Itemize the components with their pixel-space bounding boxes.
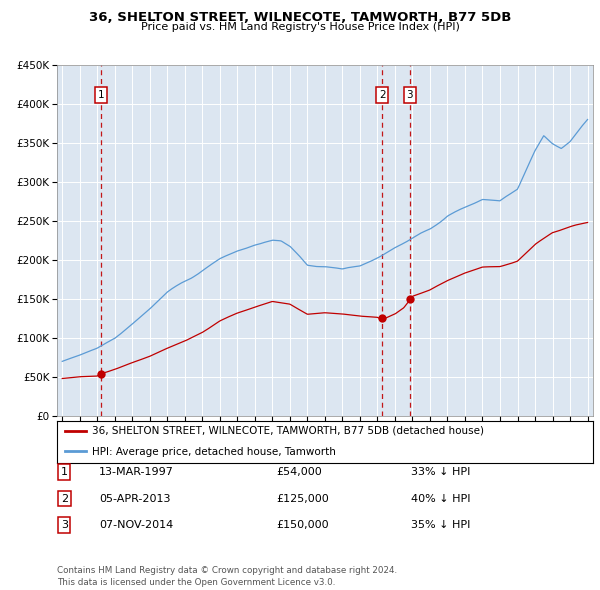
Text: 1: 1: [61, 467, 68, 477]
Text: £54,000: £54,000: [276, 467, 322, 477]
Text: Contains HM Land Registry data © Crown copyright and database right 2024.
This d: Contains HM Land Registry data © Crown c…: [57, 566, 397, 587]
Text: £125,000: £125,000: [276, 494, 329, 503]
Text: 36, SHELTON STREET, WILNECOTE, TAMWORTH, B77 5DB (detached house): 36, SHELTON STREET, WILNECOTE, TAMWORTH,…: [92, 426, 484, 436]
Text: 07-NOV-2014: 07-NOV-2014: [99, 520, 173, 530]
Text: 35% ↓ HPI: 35% ↓ HPI: [411, 520, 470, 530]
Text: 05-APR-2013: 05-APR-2013: [99, 494, 170, 503]
Text: 3: 3: [61, 520, 68, 530]
Text: HPI: Average price, detached house, Tamworth: HPI: Average price, detached house, Tamw…: [92, 447, 336, 457]
Text: 2: 2: [61, 494, 68, 503]
Text: 33% ↓ HPI: 33% ↓ HPI: [411, 467, 470, 477]
Text: 1: 1: [97, 90, 104, 100]
Text: 40% ↓ HPI: 40% ↓ HPI: [411, 494, 470, 503]
Text: £150,000: £150,000: [276, 520, 329, 530]
Text: 3: 3: [407, 90, 413, 100]
Text: 2: 2: [379, 90, 385, 100]
Text: Price paid vs. HM Land Registry's House Price Index (HPI): Price paid vs. HM Land Registry's House …: [140, 22, 460, 32]
Text: 36, SHELTON STREET, WILNECOTE, TAMWORTH, B77 5DB: 36, SHELTON STREET, WILNECOTE, TAMWORTH,…: [89, 11, 511, 24]
Text: 13-MAR-1997: 13-MAR-1997: [99, 467, 174, 477]
